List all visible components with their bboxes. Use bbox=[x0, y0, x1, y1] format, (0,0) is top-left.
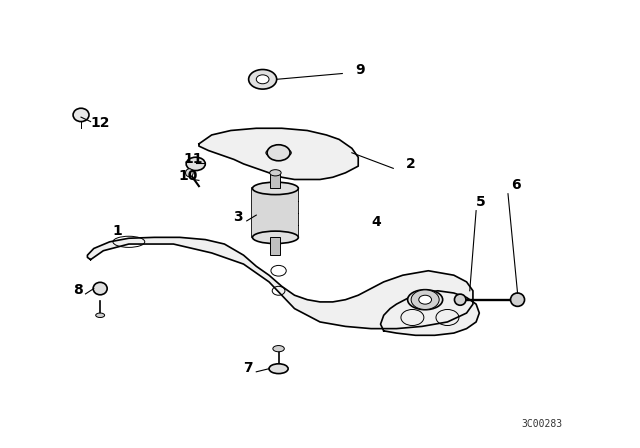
Ellipse shape bbox=[511, 293, 525, 306]
Circle shape bbox=[256, 75, 269, 84]
Bar bbox=[270, 173, 280, 188]
Text: 7: 7 bbox=[244, 361, 253, 375]
Ellipse shape bbox=[186, 169, 193, 177]
Circle shape bbox=[411, 290, 439, 310]
Text: 9: 9 bbox=[355, 63, 365, 77]
Ellipse shape bbox=[73, 108, 89, 121]
Bar bbox=[252, 188, 298, 237]
Text: 4: 4 bbox=[371, 215, 381, 229]
Bar bbox=[270, 237, 280, 255]
Text: 1: 1 bbox=[113, 224, 123, 238]
Text: 6: 6 bbox=[511, 178, 521, 192]
Ellipse shape bbox=[93, 282, 107, 295]
Ellipse shape bbox=[96, 313, 104, 318]
Polygon shape bbox=[381, 291, 479, 335]
Ellipse shape bbox=[269, 364, 288, 374]
Ellipse shape bbox=[252, 182, 298, 194]
Polygon shape bbox=[199, 128, 358, 180]
Text: 3: 3 bbox=[233, 210, 243, 224]
Ellipse shape bbox=[252, 231, 298, 244]
Circle shape bbox=[248, 69, 276, 89]
Text: 8: 8 bbox=[73, 283, 83, 297]
Text: 2: 2 bbox=[406, 157, 416, 171]
Text: 11: 11 bbox=[183, 151, 202, 166]
Ellipse shape bbox=[273, 345, 284, 352]
Text: 12: 12 bbox=[91, 116, 110, 130]
Circle shape bbox=[267, 145, 290, 161]
Polygon shape bbox=[88, 237, 473, 329]
Circle shape bbox=[186, 157, 205, 171]
Ellipse shape bbox=[269, 170, 281, 176]
Text: 3C00283: 3C00283 bbox=[521, 419, 562, 429]
Text: 10: 10 bbox=[179, 169, 198, 183]
Ellipse shape bbox=[454, 294, 466, 305]
Circle shape bbox=[419, 295, 431, 304]
Text: 5: 5 bbox=[476, 195, 486, 209]
Ellipse shape bbox=[408, 290, 443, 310]
